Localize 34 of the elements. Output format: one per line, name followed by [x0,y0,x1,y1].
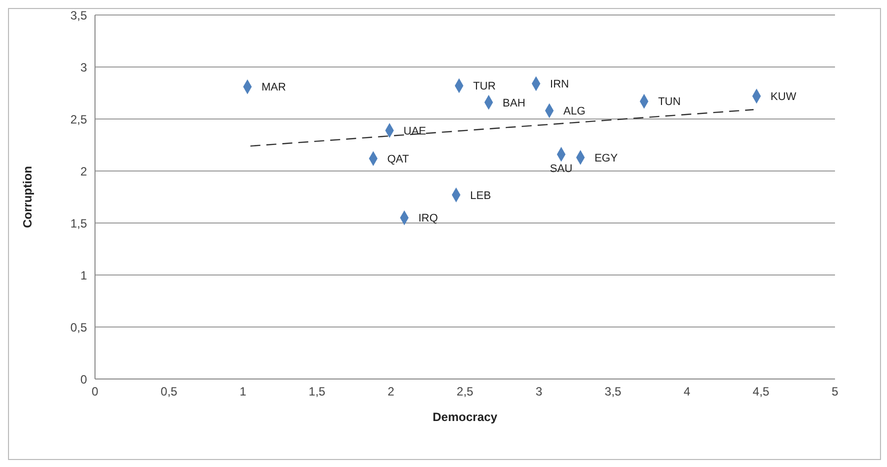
annotation: SAU [550,163,573,176]
y-tick-label: 0 [80,372,88,386]
x-tick-label: 3,5 [604,384,622,399]
y-axis-title: Corruption [20,166,34,228]
x-tick-label: 1 [240,384,247,399]
annotation: UAE [404,125,426,138]
annotation: IRN [550,78,570,91]
x-tick-label: 4,5 [752,384,770,399]
annotation: ALG [563,106,586,118]
annotation: IRQ [418,212,438,225]
x-tick-label: 5 [832,384,839,399]
y-tick-label: 2,5 [70,112,88,126]
annotation: LEB [470,190,491,202]
annotation: KUW [770,91,797,104]
x-tick-label: 0 [92,384,99,399]
x-tick-label: 4 [684,384,691,399]
annotation: QAT [387,153,410,166]
y-tick-label: 2 [80,164,88,178]
x-tick-label: 2 [388,384,395,399]
y-tick-label: 1 [80,268,88,282]
x-axis-title: Democracy [432,410,498,424]
annotation: BAH [502,97,526,110]
x-tick-label: 3 [536,384,543,399]
x-tick-label: 1,5 [308,384,326,399]
x-tick-label: 2,5 [456,384,474,399]
annotation: MAR [261,82,286,94]
y-tick-label: 0,5 [70,320,88,334]
y-tick-label: 1,5 [70,216,88,230]
annotation: TUR [473,80,496,93]
y-tick-label: 3,5 [70,8,88,22]
x-tick-label: 0,5 [160,384,178,399]
annotation: EGY [594,152,618,164]
annotation: TUN [658,96,681,108]
y-tick-label: 3 [80,60,88,74]
